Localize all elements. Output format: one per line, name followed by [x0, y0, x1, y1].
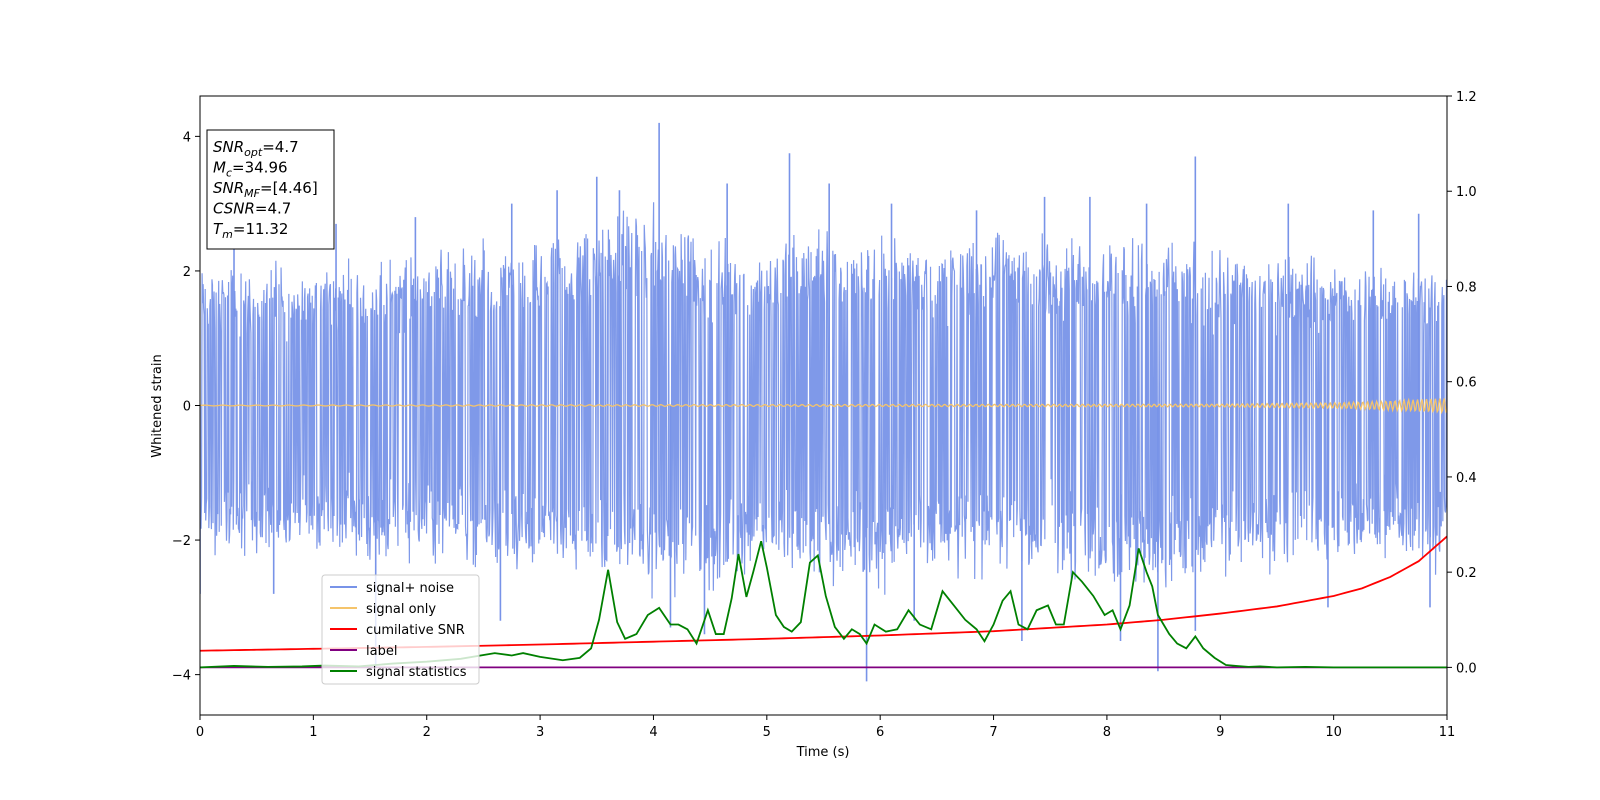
info-subscript: m [222, 228, 233, 241]
series-signal-noise [200, 202, 1447, 599]
info-value: =11.32 [233, 220, 289, 238]
y-left-tick-label: 0 [183, 400, 191, 415]
x-tick-label: 7 [989, 725, 997, 740]
x-tick-label: 5 [763, 725, 771, 740]
info-subscript: c [226, 167, 232, 180]
y-right-tick-label: 0.8 [1456, 280, 1477, 295]
x-tick-label: 8 [1103, 725, 1111, 740]
info-box-frame [206, 129, 335, 250]
legend-frame [321, 574, 480, 685]
y-left-tick-label: −4 [172, 669, 191, 684]
x-tick-label: 4 [649, 725, 657, 740]
info-symbol: SNR [213, 138, 244, 156]
y-left-tick-label: −2 [172, 534, 191, 549]
legend-entry-label: signal statistics [366, 665, 467, 680]
series-signal-statistics [200, 540, 1447, 669]
info-line: Mc=34.96 [213, 159, 288, 180]
info-symbol: T [213, 220, 224, 238]
info-value: =4.7 [262, 138, 298, 156]
y-right-tick-label: 1.0 [1456, 185, 1477, 200]
x-tick-label: 10 [1325, 725, 1342, 740]
info-line: SNRMF=[4.46] [213, 179, 318, 200]
y-left-tick-label: 2 [183, 265, 191, 280]
x-tick-label: 3 [536, 725, 544, 740]
legend-entry-label: label [366, 644, 397, 659]
x-tick-label: 2 [423, 725, 431, 740]
info-box: SNRopt=4.7Mc=34.96SNRMF=[4.46]CSNR=4.7Tm… [206, 129, 335, 250]
info-line: CSNR=4.7 [213, 200, 291, 218]
legend-entry-label: cumilative SNR [366, 623, 465, 638]
legend-entry-label: signal only [366, 602, 436, 617]
legend: signal+ noise signal only cumilative SNR la… [321, 574, 480, 685]
x-tick-label: 1 [309, 725, 317, 740]
x-tick-label: 6 [876, 725, 884, 740]
info-line: SNRopt=4.7 [213, 138, 299, 159]
plot-series-layer [200, 122, 1447, 682]
info-symbol: CSNR [213, 200, 255, 218]
info-value: =4.7 [255, 200, 291, 218]
y-right-tick-label: 0.4 [1456, 471, 1477, 486]
y-axis-title: Whitened strain [150, 354, 165, 457]
x-axis-title: Time (s) [796, 745, 850, 760]
y-right-tick-label: 0.2 [1456, 566, 1477, 581]
info-subscript: opt [244, 146, 263, 159]
info-value: =34.96 [232, 159, 288, 177]
y-left-tick-label: 4 [183, 130, 191, 145]
info-subscript: MF [244, 187, 260, 200]
info-symbol: M [213, 159, 226, 177]
info-value: =[4.46] [260, 179, 318, 197]
legend-entry-label: signal+ noise [366, 581, 454, 596]
y-right-tick-label: 1.2 [1456, 90, 1477, 105]
y-right-tick-label: 0.0 [1456, 661, 1477, 676]
info-symbol: SNR [213, 179, 244, 197]
info-line: Tm=11.32 [213, 220, 288, 241]
series-signal-only [200, 397, 1447, 415]
axes-layer: 0 1 2 3 4 5 6 7 8 9 10 11 −4 −2 0 2 4 0.0 0.2 0.4 0.6 0.8 1.0 1… [172, 90, 1477, 740]
x-tick-label: 9 [1216, 725, 1224, 740]
y-right-tick-label: 0.6 [1456, 376, 1477, 391]
x-tick-label: 0 [196, 725, 204, 740]
x-tick-label: 11 [1439, 725, 1456, 740]
